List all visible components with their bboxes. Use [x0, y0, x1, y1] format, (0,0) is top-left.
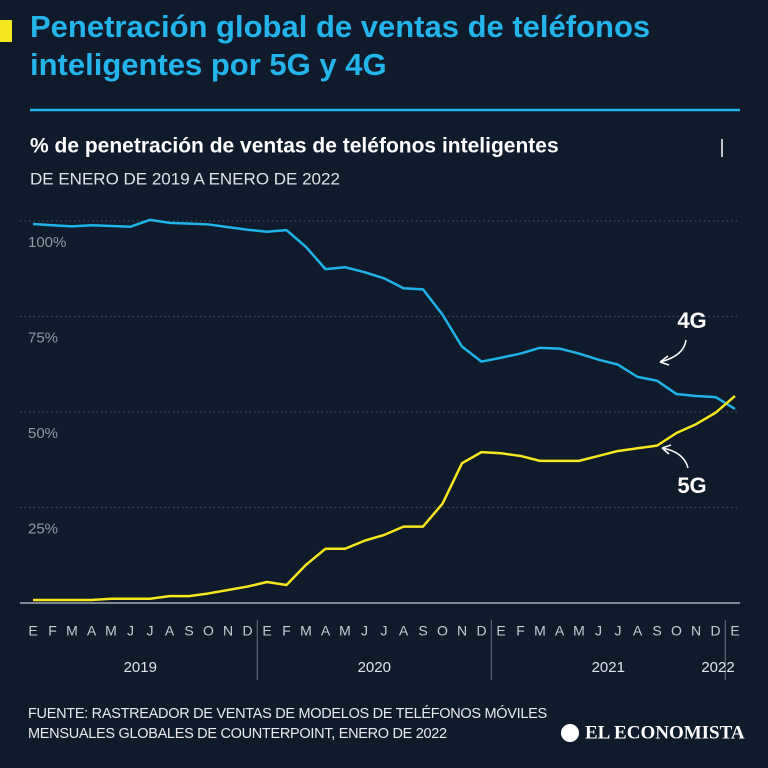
x-tick-label: D	[242, 623, 252, 639]
x-tick-label: S	[184, 623, 193, 639]
annotation-arrow	[659, 339, 687, 363]
y-tick-label: 25%	[28, 520, 58, 537]
x-tick-label: M	[105, 623, 117, 639]
year-label: 2020	[358, 659, 391, 676]
x-tick-label: E	[496, 623, 505, 639]
x-tick-label: A	[165, 623, 175, 639]
accent-square	[0, 20, 12, 42]
x-tick-label: M	[534, 623, 546, 639]
x-tick-label: E	[28, 623, 37, 639]
x-tick-label: N	[457, 623, 467, 639]
line-series	[32, 218, 736, 411]
x-tick-label: E	[730, 623, 739, 639]
line-series	[33, 395, 736, 602]
x-tick-label: A	[87, 623, 97, 639]
x-tick-label: D	[476, 623, 486, 639]
series-label: 5G	[677, 473, 706, 498]
x-tick-label: J	[595, 623, 602, 639]
x-tick-label: J	[381, 623, 388, 639]
x-tick-label: F	[48, 623, 57, 639]
date-range: DE ENERO DE 2019 A ENERO DE 2022	[30, 169, 340, 188]
x-tick-label: J	[127, 623, 134, 639]
x-tick-label: M	[300, 623, 312, 639]
x-tick-label: M	[66, 623, 78, 639]
x-tick-label: F	[282, 623, 291, 639]
year-label: 2022	[701, 659, 734, 676]
year-label: 2021	[592, 659, 625, 676]
x-tick-label: A	[321, 623, 331, 639]
x-tick-label: O	[671, 623, 682, 639]
x-tick-label: O	[203, 623, 214, 639]
chart-title: Penetración global de ventas de teléfono…	[30, 9, 651, 82]
x-tick-label: A	[555, 623, 565, 639]
x-tick-label: D	[710, 623, 720, 639]
annotation-arrowhead	[661, 444, 672, 455]
x-tick-label: S	[418, 623, 427, 639]
brand: EL ECONOMISTA	[585, 722, 745, 743]
brand-icon	[561, 724, 579, 742]
source-note: FUENTE: RASTREADOR DE VENTAS DE MODELOS …	[28, 706, 547, 742]
x-tick-label: N	[691, 623, 701, 639]
annotation-arrowhead	[659, 355, 670, 366]
x-tick-label: J	[147, 623, 154, 639]
x-tick-label: O	[437, 623, 448, 639]
x-tick-label: M	[339, 623, 351, 639]
x-tick-label: A	[633, 623, 643, 639]
y-tick-label: 100%	[28, 234, 66, 251]
x-tick-label: N	[223, 623, 233, 639]
x-tick-label: M	[573, 623, 585, 639]
subtitle: % de penetración de ventas de teléfonos …	[30, 135, 559, 158]
annotation-arrow	[661, 447, 689, 469]
y-tick-label: 75%	[28, 329, 58, 346]
year-label: 2019	[124, 659, 157, 676]
x-tick-label: F	[516, 623, 525, 639]
x-tick-label: A	[399, 623, 409, 639]
y-tick-label: 50%	[28, 425, 58, 442]
series-label: 4G	[677, 308, 706, 333]
x-tick-label: E	[262, 623, 271, 639]
x-tick-label: S	[652, 623, 661, 639]
x-tick-label: J	[615, 623, 622, 639]
x-tick-label: J	[361, 623, 368, 639]
